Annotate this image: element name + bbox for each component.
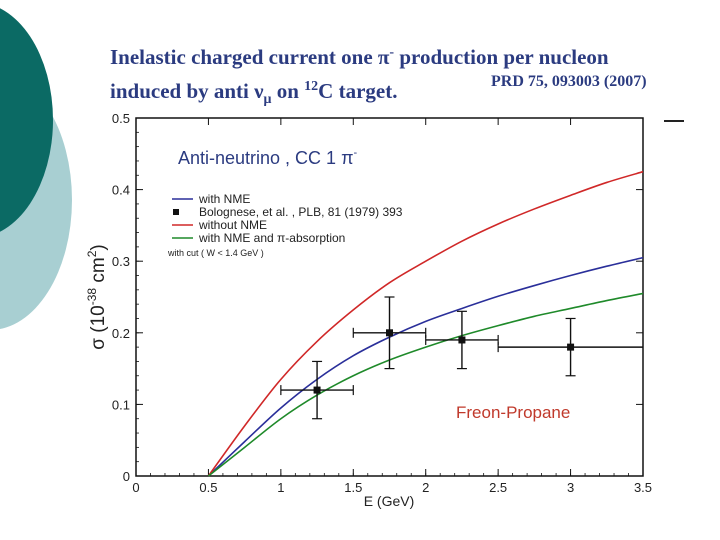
title-text-2: induced by anti — [110, 79, 255, 103]
title-pi-charge: - — [389, 45, 395, 60]
x-tick-label: 3 — [567, 480, 574, 495]
legend: with NME Bolognese, et al. , PLB, 81 (19… — [167, 192, 403, 258]
series-line-2 — [207, 292, 644, 477]
data-point — [386, 329, 393, 337]
title-text-mid: on — [271, 79, 305, 103]
data-point — [313, 386, 321, 394]
title-text-end: production per nucleon — [394, 45, 609, 69]
y-tick-label: 0.2 — [112, 326, 130, 341]
chart-subtitle: Anti-neutrino , CC 1 π- — [178, 147, 358, 168]
legend-swatch-data — [173, 209, 179, 215]
legend-label-with-nme: with NME — [198, 192, 250, 206]
slide-title: Inelastic charged current one π- product… — [110, 38, 710, 115]
slide-decoration — [0, 0, 110, 540]
y-axis-label: σ (10-38 cm2) — [85, 244, 109, 349]
legend-label-absorption: with NME and π-absorption — [198, 231, 345, 245]
title-line-2: induced by anti νμ on 12C target. — [110, 72, 710, 115]
series-line-0 — [207, 256, 644, 477]
cut-note: with cut ( W < 1.4 GeV ) — [167, 248, 264, 258]
y-tick-label: 0.5 — [112, 111, 130, 126]
title-carbon-mass: 12 — [304, 79, 319, 94]
x-tick-labels: 0 0.5 1 1.5 2 2.5 3 3.5 — [132, 480, 652, 495]
x-tick-label: 1 — [277, 480, 284, 495]
x-axis-label: E (GeV) — [364, 493, 415, 509]
decoration-shapes — [0, 8, 72, 330]
x-tick-label: 3.5 — [634, 480, 652, 495]
title-text: Inelastic charged current one — [110, 45, 378, 69]
y-tick-label: 0 — [123, 469, 130, 484]
freon-propane-label: Freon-Propane — [456, 403, 570, 422]
y-tick-label: 0.1 — [112, 397, 130, 412]
title-pi-symbol: π — [377, 45, 390, 69]
title-line-1: Inelastic charged current one π- product… — [110, 38, 710, 72]
data-point — [458, 336, 466, 344]
data-points — [280, 296, 643, 420]
x-tick-label: 0.5 — [199, 480, 217, 495]
title-mu-subscript: μ — [263, 92, 272, 108]
y-tick-labels: 0 0.1 0.2 0.3 0.4 0.5 — [112, 111, 130, 484]
x-tick-label: 1.5 — [344, 480, 362, 495]
x-tick-label: 0 — [132, 480, 139, 495]
decorative-dash — [664, 120, 684, 122]
plot-frame — [135, 117, 644, 477]
reference-citation: PRD 75, 093003 (2007) — [491, 73, 647, 90]
title-text-end-2: C target. — [318, 79, 398, 103]
legend-label-data: Bolognese, et al. , PLB, 81 (1979) 393 — [199, 205, 403, 219]
legend-label-without-nme: without NME — [198, 218, 267, 232]
y-tick-label: 0.4 — [112, 183, 130, 198]
data-point — [567, 343, 575, 351]
x-tick-label: 2 — [422, 480, 429, 495]
theory-curves — [207, 170, 644, 477]
x-tick-label: 2.5 — [489, 480, 507, 495]
series-line-1 — [207, 170, 644, 477]
title-nu-symbol: ν — [254, 79, 264, 103]
axis-ticks — [135, 117, 644, 477]
decoration-dark-circle — [0, 8, 53, 232]
y-tick-label: 0.3 — [112, 254, 130, 269]
